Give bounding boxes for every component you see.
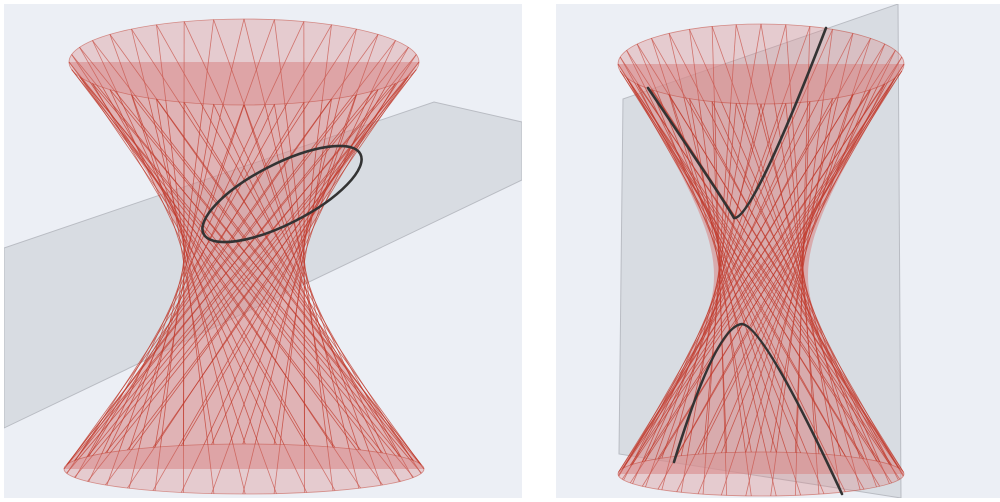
- ruling-line: [689, 98, 752, 453]
- ruling-line: [71, 69, 361, 451]
- ruling-line: [617, 43, 886, 473]
- ruling-line: [657, 56, 903, 490]
- ruling-line: [87, 54, 417, 457]
- ruling-line: [676, 50, 896, 492]
- ruling-line: [689, 98, 890, 465]
- ruling-line: [127, 54, 417, 489]
- ruling-line: [131, 94, 422, 465]
- ruling-line: [74, 24, 332, 478]
- ruling-line: [651, 38, 904, 477]
- ruling-line: [109, 34, 425, 470]
- ruling-line: [128, 104, 245, 450]
- ruling-line: [668, 33, 777, 496]
- ruling-line: [680, 23, 762, 493]
- ruling-line: [183, 102, 400, 457]
- ruling-line: [106, 19, 275, 486]
- ruling-line: [63, 34, 379, 470]
- hyperboloid-hyperbola-figure: [556, 4, 1000, 498]
- ruling-line: [651, 38, 802, 496]
- ruling-line: [154, 19, 215, 491]
- ellipse-section-curve: [201, 144, 363, 244]
- hyperboloid-ellipse-figure: [4, 4, 522, 498]
- ruling-line: [156, 99, 414, 461]
- ruling-line: [697, 43, 886, 494]
- ruling-line: [303, 21, 305, 493]
- ruling-line: [109, 34, 277, 494]
- ruling-line: [74, 47, 409, 461]
- ruling-line: [88, 21, 305, 482]
- hyperbola-lower-branch: [672, 322, 844, 496]
- ruling-line: [618, 38, 871, 477]
- ruling-line: [632, 98, 833, 465]
- ruling-line: [735, 103, 861, 459]
- ruling-line: [68, 61, 383, 454]
- ruling-line: [242, 28, 357, 495]
- ruling-line: [152, 47, 409, 491]
- ruling-line: [273, 104, 334, 448]
- ruling-line: [632, 29, 833, 484]
- ruling-line: [66, 28, 357, 474]
- ruling-line: [154, 104, 215, 448]
- ruling-line: [626, 77, 846, 457]
- ruling-line: [131, 28, 246, 495]
- ruling-line: [645, 26, 811, 488]
- ruling-line: [74, 99, 332, 461]
- ruling-line: [668, 94, 777, 453]
- ruling-line: [106, 104, 275, 453]
- bottom-rim: [617, 451, 905, 497]
- top-rim: [68, 18, 420, 106]
- ruling-line: [213, 19, 382, 486]
- ruling-line: [794, 26, 811, 496]
- ruling-line: [180, 83, 396, 446]
- ruling-line: [619, 56, 893, 466]
- ruling-line: [676, 77, 896, 457]
- ruling-line: [92, 40, 422, 466]
- ruling-line: [131, 28, 422, 474]
- ruling-line: [626, 77, 901, 480]
- ruling-line: [243, 104, 360, 450]
- ruling-line: [213, 104, 382, 453]
- ruling-line: [626, 50, 901, 469]
- ruling-line: [623, 33, 854, 481]
- ruling-line: [661, 24, 787, 490]
- ruling-line: [636, 43, 905, 473]
- ruling-line: [128, 18, 245, 489]
- ruling-line: [183, 21, 400, 482]
- hyperbola-section-panel: [556, 4, 1000, 498]
- ruling-line: [661, 103, 787, 459]
- ruling-line: [629, 56, 903, 466]
- ruling-line: [156, 24, 414, 478]
- ruling-line: [770, 29, 833, 497]
- bottom-rim: [63, 443, 425, 495]
- ruling-line: [66, 83, 396, 474]
- ruling-line: [156, 99, 215, 445]
- ruling-line: [88, 102, 305, 457]
- ruling-line: [211, 34, 379, 494]
- ruling-line: [71, 54, 401, 457]
- ruling-line: [711, 101, 728, 453]
- top-rim: [617, 23, 905, 105]
- ruling-line: [66, 40, 396, 466]
- ruling-line: [79, 47, 414, 461]
- ruling-line: [92, 83, 422, 474]
- ruling-line: [92, 40, 308, 493]
- ruling-line: [735, 24, 861, 490]
- ruling-line: [621, 50, 896, 469]
- ruling-line: [273, 24, 332, 494]
- ruling-line: [711, 26, 877, 488]
- ruling-line: [66, 94, 357, 465]
- hyperbola-upper-branch: [646, 26, 828, 220]
- ruling-line: [720, 38, 871, 496]
- ruling-line: [79, 47, 336, 491]
- ruling-line: [626, 50, 846, 492]
- ruling-line: [180, 40, 396, 493]
- ruling-line: [770, 98, 833, 453]
- ruling-line: [668, 33, 899, 481]
- ellipse-section-panel: [4, 4, 522, 498]
- ruling-line: [657, 70, 903, 459]
- ruling-line: [127, 69, 417, 451]
- ruling-line: [745, 33, 854, 496]
